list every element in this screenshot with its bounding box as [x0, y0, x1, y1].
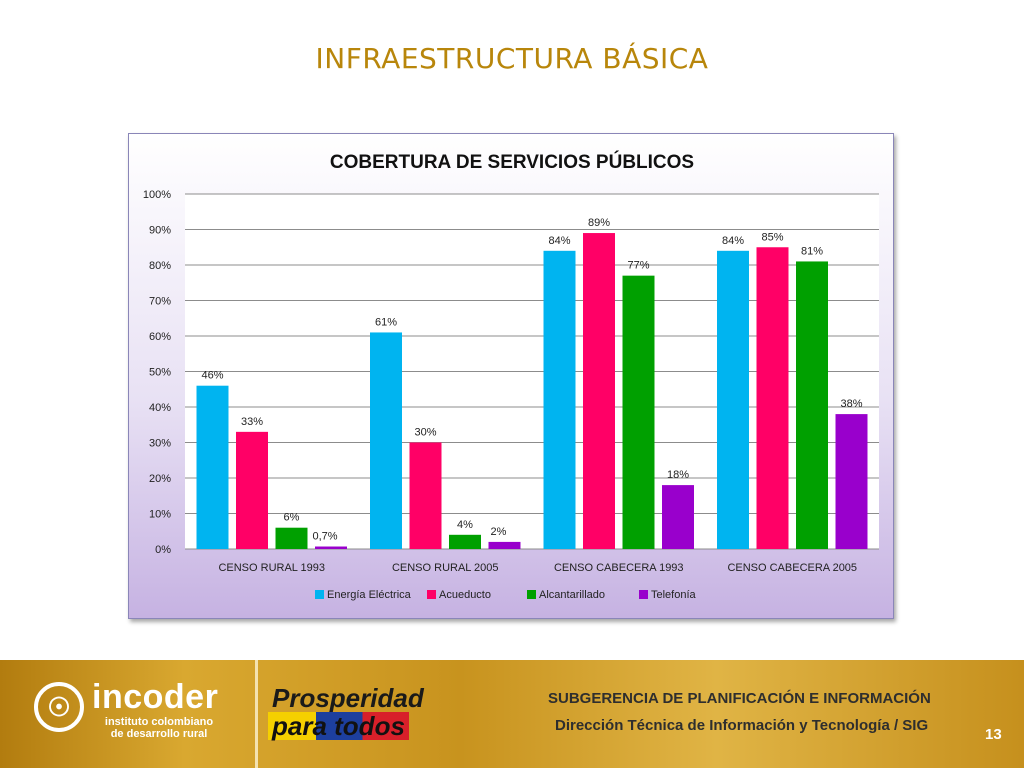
- chart-panel: COBERTURA DE SERVICIOS PÚBLICOS 0% 10% 20% 3…: [128, 133, 894, 619]
- data-label: 0,7%: [312, 531, 337, 543]
- y-tick-label: 40%: [149, 402, 171, 414]
- legend-label: Energía Eléctrica: [327, 589, 412, 601]
- data-label: 81%: [801, 245, 823, 257]
- data-label: 6%: [284, 512, 300, 524]
- bar: [756, 247, 789, 549]
- legend-label: Acueducto: [439, 589, 491, 601]
- y-tick-label: 0%: [155, 544, 171, 556]
- legend-swatch: [315, 590, 324, 599]
- org-subtitle-line2: de desarrollo rural: [110, 728, 208, 740]
- legend-swatch: [639, 590, 648, 599]
- x-tick-label: CENSO RURAL 1993: [218, 562, 325, 574]
- slogan-logo: Prosperidad para todos: [268, 683, 424, 740]
- data-label: 84%: [548, 235, 570, 247]
- legend-label: Alcantarillado: [539, 589, 605, 601]
- bar: [583, 233, 615, 550]
- data-label: 2%: [491, 526, 507, 538]
- data-label: 30%: [414, 427, 436, 439]
- data-label: 77%: [627, 260, 649, 272]
- y-tick-label: 80%: [149, 260, 171, 272]
- bar: [449, 534, 481, 549]
- y-tick-label: 90%: [149, 225, 171, 237]
- bar: [236, 431, 268, 549]
- bar: [409, 442, 442, 549]
- subgerencia-text: SUBGERENCIA DE PLANIFICACIÓN E INFORMACI…: [548, 690, 931, 707]
- org-subtitle: instituto colombiano de desarrollo rural: [94, 716, 224, 740]
- x-tick-label: CENSO CABECERA 2005: [727, 562, 857, 574]
- data-label: 61%: [375, 316, 397, 328]
- bar: [717, 250, 749, 550]
- org-subtitle-line1: instituto colombiano: [104, 716, 214, 728]
- y-tick-label: 100%: [143, 189, 171, 201]
- data-label: 33%: [241, 416, 263, 428]
- y-tick-label: 30%: [149, 438, 171, 450]
- y-tick-label: 50%: [149, 367, 171, 379]
- footer-banner: ☉ incoder instituto colombiano de desarr…: [0, 660, 1024, 768]
- page-number: 13: [985, 726, 1002, 743]
- bar: [370, 332, 402, 549]
- x-tick-label: CENSO RURAL 2005: [392, 562, 499, 574]
- chart-title: COBERTURA DE SERVICIOS PÚBLICOS: [330, 151, 694, 173]
- slogan-line1: Prosperidad: [272, 683, 424, 713]
- bar: [662, 485, 694, 549]
- legend-label: Telefonía: [651, 589, 697, 601]
- y-tick-label: 20%: [149, 473, 171, 485]
- data-label: 84%: [722, 235, 744, 247]
- data-label: 18%: [667, 469, 689, 481]
- bar: [835, 414, 868, 549]
- data-label: 46%: [201, 370, 223, 382]
- bar: [488, 541, 521, 549]
- slide-title: INFRAESTRUCTURA BÁSICA: [315, 42, 709, 75]
- direccion-text: Dirección Técnica de Información y Tecno…: [555, 717, 929, 734]
- org-name: incoder: [92, 678, 219, 716]
- incoder-logo-icon: ☉: [34, 682, 84, 732]
- legend-swatch: [527, 590, 536, 599]
- bar: [622, 275, 655, 549]
- bar: [315, 546, 347, 549]
- y-tick-label: 70%: [149, 296, 171, 308]
- x-tick-label: CENSO CABECERA 1993: [554, 562, 684, 574]
- data-label: 89%: [588, 217, 610, 229]
- bar: [196, 385, 229, 549]
- data-label: 85%: [761, 231, 783, 243]
- footer-divider: [255, 660, 258, 768]
- y-tick-label: 60%: [149, 331, 171, 343]
- legend-swatch: [427, 590, 436, 599]
- bar: [543, 250, 576, 550]
- data-label: 4%: [457, 519, 473, 531]
- bar: [796, 261, 828, 549]
- bar-chart: COBERTURA DE SERVICIOS PÚBLICOS 0% 10% 20% 3…: [143, 151, 879, 601]
- slogan-line2: para todos: [268, 712, 409, 740]
- y-tick-label: 10%: [149, 509, 171, 521]
- data-label: 38%: [840, 398, 862, 410]
- bar: [275, 527, 308, 549]
